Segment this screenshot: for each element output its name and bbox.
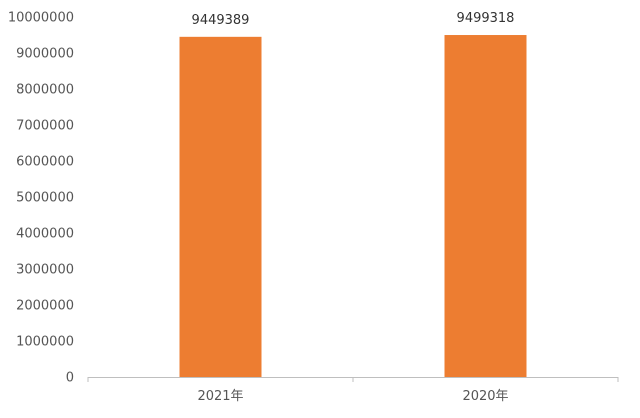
- y-tick-label: 7000000: [16, 119, 74, 134]
- y-tick-label: 4000000: [16, 227, 74, 242]
- y-tick-label: 0: [66, 371, 74, 386]
- bar-1: [444, 35, 527, 378]
- y-tick-label: 1000000: [16, 335, 74, 350]
- x-axis-ticks: [87, 377, 619, 382]
- category-label: 2020年: [462, 389, 508, 404]
- data-label: 9449389: [192, 13, 250, 28]
- bar-0: [179, 36, 262, 378]
- y-tick-label: 3000000: [16, 263, 74, 278]
- y-tick-label: 5000000: [16, 191, 74, 206]
- data-label: 9499318: [457, 11, 515, 26]
- bars: [179, 35, 527, 378]
- data-labels: 9449389 9499318: [192, 11, 515, 28]
- y-axis-ticks: 0 1000000 2000000 3000000 4000000 5000000 6000…: [8, 11, 74, 386]
- category-label: 2021年: [197, 389, 243, 404]
- y-tick-label: 9000000: [16, 47, 74, 62]
- y-tick-label: 6000000: [16, 155, 74, 170]
- y-tick-label: 10000000: [8, 11, 74, 26]
- category-labels: 2021年 2020年: [197, 389, 508, 404]
- y-tick-label: 2000000: [16, 299, 74, 314]
- y-tick-label: 8000000: [16, 83, 74, 98]
